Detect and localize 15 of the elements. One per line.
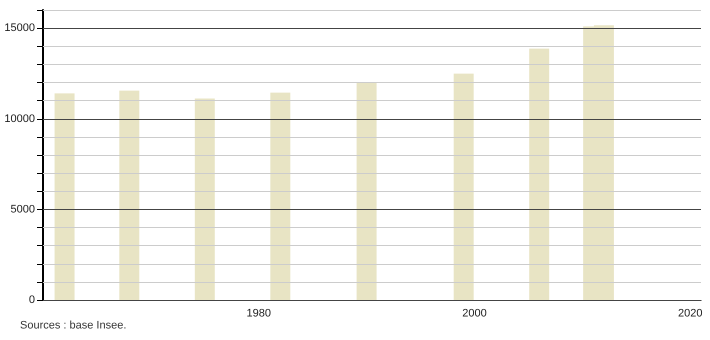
bar [194, 98, 215, 300]
x-tick-label: 1980 [246, 308, 271, 320]
bar [529, 48, 550, 300]
bar [356, 82, 377, 300]
bar [54, 93, 75, 300]
x-tick-label: 2000 [462, 308, 487, 320]
y-tick-label: 10000 [4, 112, 35, 125]
bar [270, 92, 290, 300]
bar [119, 90, 140, 300]
x-tick-label: 2020 [678, 308, 702, 320]
source-note: Sources : base Insee. [20, 320, 126, 332]
y-tick-label: 0 [28, 294, 35, 306]
bar [454, 74, 474, 300]
y-tick-label: 5000 [10, 203, 35, 216]
y-tick-label: 15000 [4, 22, 35, 34]
